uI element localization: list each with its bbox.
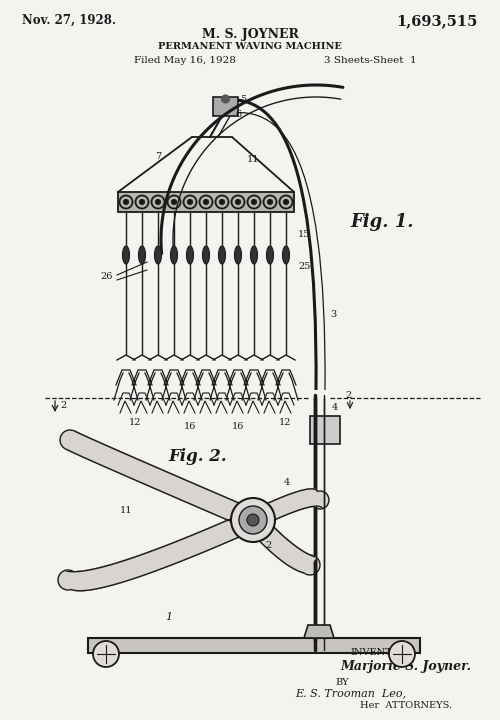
Text: INVENTOR.: INVENTOR.	[350, 648, 410, 657]
Text: 25: 25	[298, 262, 310, 271]
Circle shape	[204, 199, 208, 204]
Text: BY: BY	[335, 678, 348, 687]
Circle shape	[222, 95, 230, 103]
FancyBboxPatch shape	[310, 416, 340, 444]
Text: 6: 6	[235, 110, 241, 119]
Text: 2: 2	[345, 391, 351, 400]
Ellipse shape	[234, 246, 242, 264]
Text: 1: 1	[165, 612, 172, 622]
Ellipse shape	[122, 246, 130, 264]
Circle shape	[140, 199, 144, 204]
Text: 2: 2	[60, 402, 66, 410]
Text: 3: 3	[263, 528, 269, 537]
Text: 15: 15	[298, 230, 310, 239]
Ellipse shape	[170, 246, 177, 264]
Circle shape	[220, 199, 224, 204]
Circle shape	[239, 506, 267, 534]
Text: Filed May 16, 1928: Filed May 16, 1928	[134, 56, 236, 65]
Text: 4: 4	[284, 478, 290, 487]
Circle shape	[311, 491, 329, 509]
Text: 2: 2	[265, 541, 271, 550]
Circle shape	[231, 498, 275, 542]
Text: 3 Sheets-Sheet  1: 3 Sheets-Sheet 1	[324, 56, 416, 65]
Circle shape	[172, 199, 176, 204]
Circle shape	[60, 430, 80, 450]
Text: 1,693,515: 1,693,515	[396, 14, 478, 28]
Circle shape	[247, 514, 259, 526]
Text: 16: 16	[184, 422, 196, 431]
Circle shape	[93, 641, 119, 667]
Ellipse shape	[218, 246, 226, 264]
Text: 11: 11	[120, 506, 132, 515]
Circle shape	[188, 199, 192, 204]
Text: E. S. Trooman  Leo,: E. S. Trooman Leo,	[295, 688, 406, 698]
Circle shape	[124, 199, 128, 204]
Text: 11: 11	[247, 155, 260, 164]
Ellipse shape	[266, 246, 274, 264]
Polygon shape	[247, 512, 316, 573]
Circle shape	[252, 199, 256, 204]
Circle shape	[236, 199, 240, 204]
Text: 16: 16	[232, 422, 244, 431]
Text: 26: 26	[100, 272, 112, 281]
Circle shape	[156, 199, 160, 204]
Ellipse shape	[282, 246, 290, 264]
Polygon shape	[250, 489, 322, 528]
Text: 4: 4	[332, 403, 338, 412]
Text: Her  ATTORNEYS.: Her ATTORNEYS.	[360, 701, 452, 710]
Ellipse shape	[202, 246, 209, 264]
Circle shape	[58, 570, 78, 590]
Text: 12: 12	[129, 418, 141, 427]
Text: Nov. 27, 1928.: Nov. 27, 1928.	[22, 14, 116, 27]
Text: 5: 5	[240, 95, 246, 104]
Ellipse shape	[138, 246, 145, 264]
Text: 12: 12	[279, 418, 291, 427]
FancyBboxPatch shape	[88, 638, 420, 653]
Text: Fig. 1.: Fig. 1.	[350, 213, 414, 231]
Circle shape	[268, 199, 272, 204]
Text: Fig. 2.: Fig. 2.	[168, 448, 226, 465]
Ellipse shape	[250, 246, 258, 264]
Circle shape	[389, 641, 415, 667]
Circle shape	[284, 199, 288, 204]
Text: PERMANENT WAVING MACHINE: PERMANENT WAVING MACHINE	[158, 42, 342, 51]
Text: Marjorie S. Joyner.: Marjorie S. Joyner.	[340, 660, 471, 673]
Polygon shape	[65, 510, 256, 591]
Ellipse shape	[186, 246, 194, 264]
Text: 3: 3	[330, 310, 336, 319]
Circle shape	[300, 555, 320, 575]
Text: 7: 7	[155, 152, 161, 161]
Ellipse shape	[154, 246, 162, 264]
FancyBboxPatch shape	[213, 97, 238, 116]
FancyBboxPatch shape	[118, 192, 294, 212]
Polygon shape	[304, 625, 334, 638]
Polygon shape	[66, 431, 257, 529]
Text: M. S. JOYNER: M. S. JOYNER	[202, 28, 298, 41]
